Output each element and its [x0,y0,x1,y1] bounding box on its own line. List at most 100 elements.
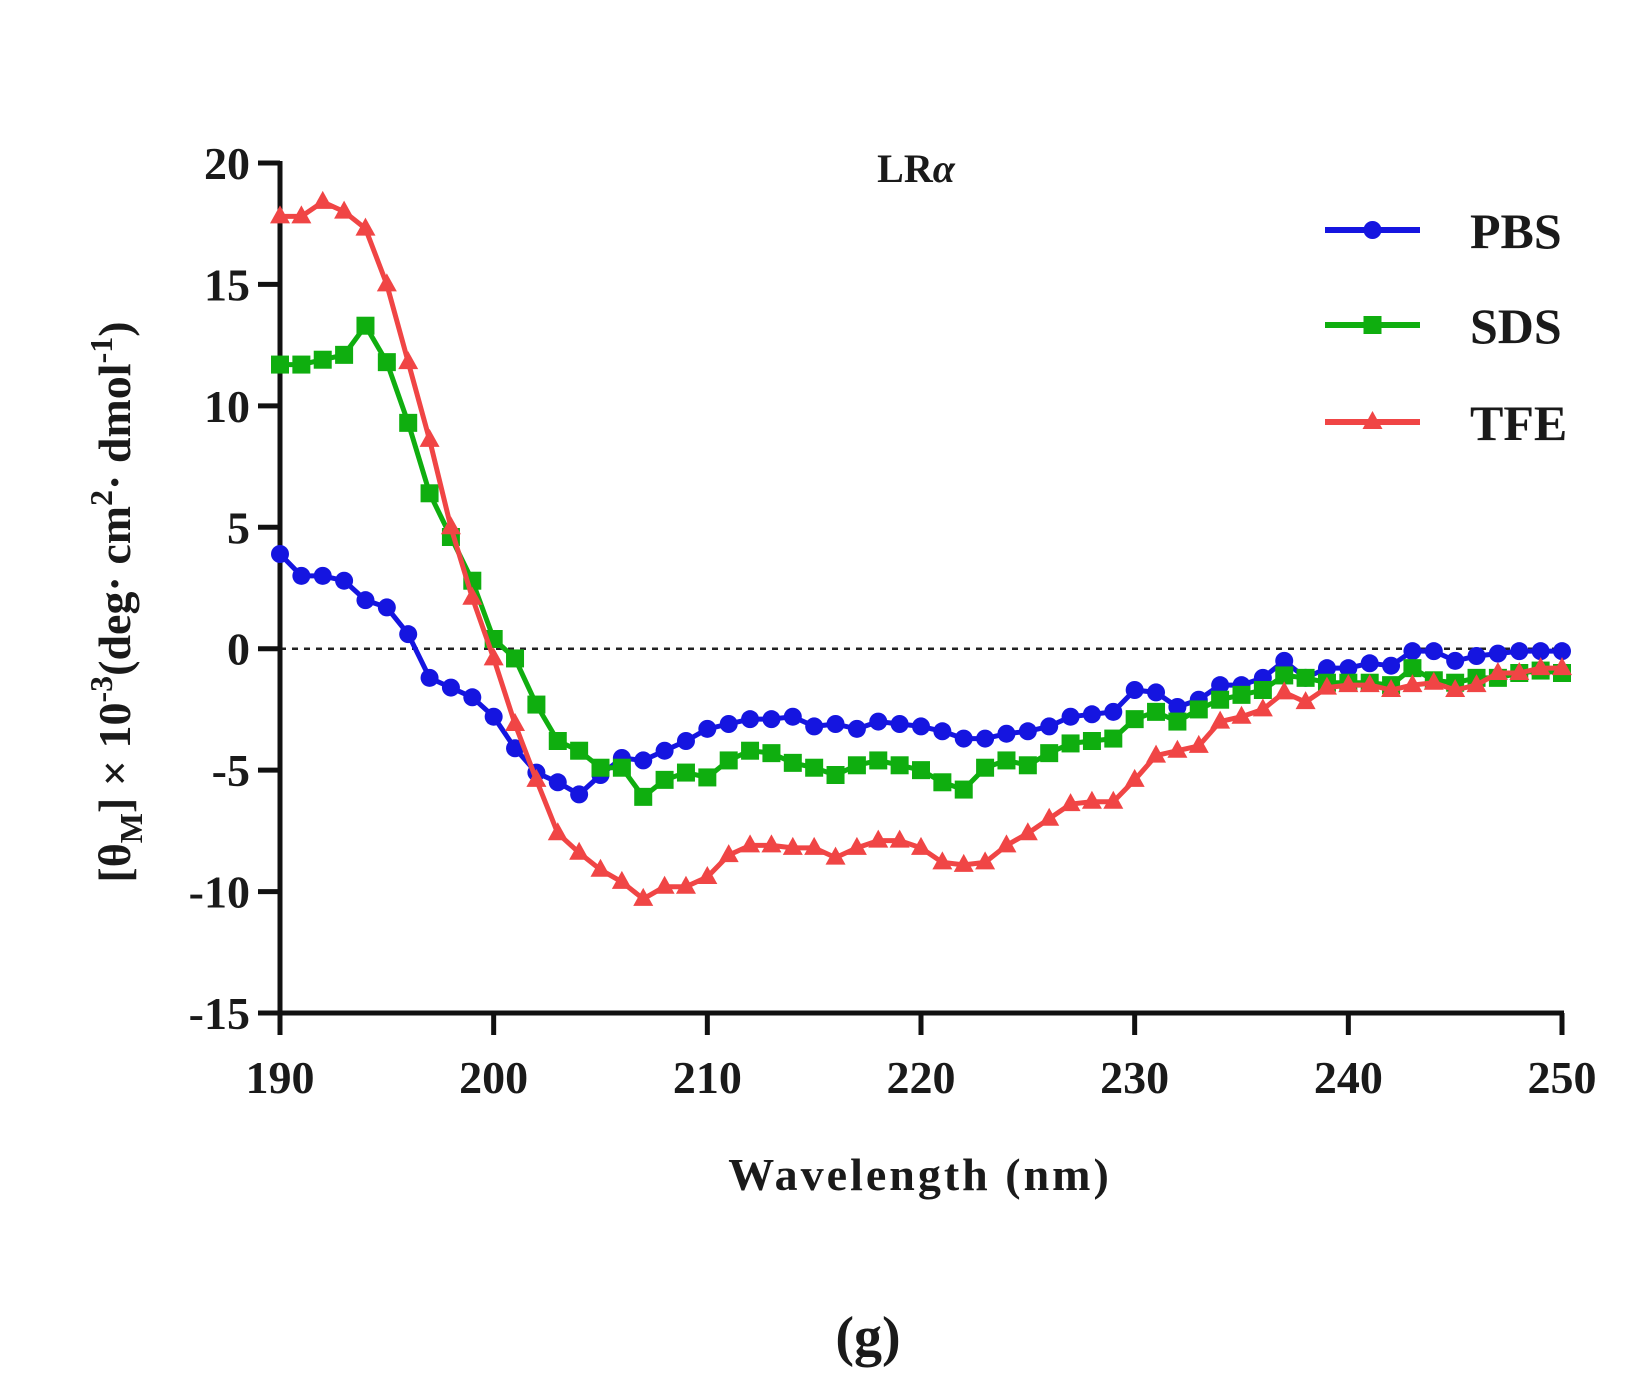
legend-label-pbs: PBS [1470,203,1562,259]
data-point-tfe [270,205,290,224]
x-tick-label: 250 [1528,1052,1597,1103]
data-point-tfe [1466,674,1487,693]
data-point-sds [655,770,674,789]
data-point-sds [1125,710,1144,729]
data-point-tfe [846,836,867,855]
ylabel-unit-b: · dmol [89,363,140,490]
data-point-tfe [569,841,590,860]
data-point-sds [762,744,781,763]
data-point-sds [1168,712,1187,731]
data-point-tfe [654,875,675,894]
data-point-tfe [1103,790,1124,809]
data-point-sds [1082,732,1101,750]
legend-marker-pbs [1363,221,1382,239]
data-point-pbs [570,785,589,804]
data-point-tfe [675,875,696,894]
data-point-sds [805,758,824,777]
data-point-sds [826,766,845,784]
data-point-tfe [1338,674,1359,693]
data-point-pbs [1125,681,1144,699]
ylabel-middle: ] × 10 [89,703,140,814]
data-point-tfe [1509,662,1530,680]
data-point-pbs [356,591,375,610]
data-point-tfe [1210,710,1231,729]
data-point-sds [698,768,717,787]
chart-title: LRα [877,146,956,191]
data-point-sds [912,761,930,780]
data-point-tfe [1295,691,1316,710]
data-point-tfe [334,200,355,219]
data-point-pbs [1147,683,1166,702]
legend-item-tfe: TFE [1325,395,1567,451]
data-point-pbs [976,729,995,748]
data-point-tfe [718,844,739,863]
data-point-tfe [1402,674,1423,693]
data-point-sds [847,756,866,775]
y-tick-label: 20 [204,138,250,189]
data-point-pbs [463,688,482,707]
data-point-tfe [590,858,611,877]
data-point-pbs [1317,659,1336,678]
chart-title-main: LR [877,146,934,191]
data-point-sds [1253,681,1272,699]
ylabel-exp1: -3 [83,676,119,703]
data-point-pbs [762,710,781,729]
data-point-tfe [526,768,547,787]
data-point-sds [1232,685,1251,704]
data-point-tfe [975,851,996,870]
data-point-sds [356,316,375,335]
y-tick-label: 0 [227,624,250,675]
data-point-pbs [313,566,332,585]
panel-label: (g) [835,1306,900,1368]
data-point-tfe [483,647,504,666]
data-point-pbs [420,668,439,687]
data-point-pbs [506,739,525,758]
legend-label-tfe: TFE [1470,395,1567,451]
ylabel-exp2: 2 [83,490,119,506]
data-point-tfe [633,887,654,906]
data-point-sds [1296,668,1315,687]
data-point-sds [634,787,653,806]
data-point-tfe [1060,793,1081,812]
legend-item-pbs: PBS [1325,203,1562,259]
data-point-pbs [698,719,717,738]
svg-text:[θM] × 10-3(deg· cm2· dmol-1): [θM] × 10-3(deg· cm2· dmol-1) [83,321,149,882]
data-point-tfe [932,851,953,870]
data-point-tfe [1274,681,1295,700]
data-point-tfe [1081,790,1102,809]
data-point-pbs [1360,654,1379,673]
legend-marker-tfe [1362,411,1383,429]
data-point-tfe [1316,676,1337,695]
data-point-sds [933,773,952,792]
data-point-tfe [761,834,782,853]
series-line-tfe [280,199,1562,902]
data-point-tfe [611,870,632,889]
data-point-tfe [1252,698,1273,717]
data-point-tfe [1146,744,1167,763]
data-point-tfe [398,351,419,370]
data-point-sds [976,758,995,777]
data-point-tfe [804,836,825,855]
ylabel-unit-a: (deg· cm [89,506,140,676]
data-point-sds [313,350,332,369]
data-point-tfe [1039,807,1060,826]
data-point-pbs [1382,656,1401,675]
data-point-pbs [1553,642,1571,661]
data-point-tfe [355,217,376,236]
data-point-pbs [1339,659,1358,678]
x-tick-label: 220 [887,1052,956,1103]
data-point-sds [676,763,695,782]
data-point-pbs [1018,722,1037,741]
data-point-tfe [376,273,397,292]
data-point-tfe [462,586,483,605]
data-point-sds [506,649,525,668]
x-axis-title: Wavelength (nm) [728,1149,1112,1200]
data-point-pbs [634,751,653,770]
data-point-pbs [869,712,888,731]
data-point-sds [869,751,888,770]
y-tick-label: -15 [189,988,250,1039]
data-point-tfe [1167,739,1188,758]
data-point-pbs [1510,642,1529,661]
data-point-pbs [890,715,909,733]
data-point-sds [570,741,589,760]
